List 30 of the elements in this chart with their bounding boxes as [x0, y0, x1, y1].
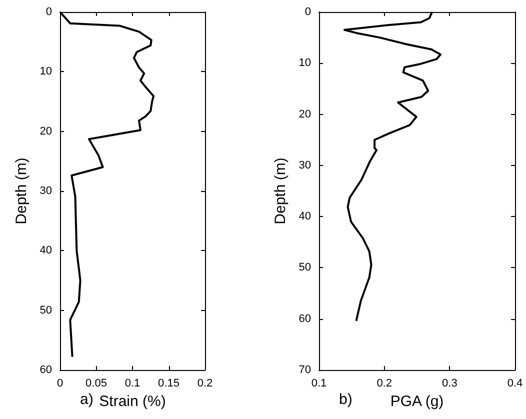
y-tick-label: 20	[298, 108, 311, 120]
y-tick-label: 30	[40, 185, 52, 197]
y-tick-label: 70	[298, 364, 311, 376]
x-axis-title: PGA (g)	[390, 393, 444, 410]
x-tick-label: 0.05	[86, 378, 107, 390]
x-tick-label: 0.1	[311, 378, 327, 390]
x-tick-label: 0.4	[507, 378, 523, 390]
text: b)	[339, 391, 352, 408]
x-axis-title: Strain (%)	[99, 393, 166, 410]
y-tick-label: 50	[298, 262, 311, 274]
y-tick-label: 50	[40, 304, 52, 316]
y-tick-label: 10	[40, 66, 52, 78]
x-tick-label: 0.1	[124, 378, 140, 390]
x-tick-label: 0.2	[376, 378, 392, 390]
y-tick-label: 10	[298, 57, 311, 70]
y-tick-label: 30	[298, 159, 311, 172]
text: a)	[80, 391, 94, 408]
y-tick-label: 0	[46, 6, 52, 18]
y-tick-label: 20	[40, 125, 52, 138]
y-tick-label: 60	[298, 312, 311, 325]
y-axis-title: Depth (m)	[272, 158, 289, 224]
y-tick-label: 40	[298, 210, 311, 223]
x-tick-label: 0.3	[442, 378, 458, 390]
y-axis-title: Depth (m)	[12, 158, 30, 224]
x-tick-label: 0.2	[197, 378, 213, 390]
y-tick-label: 0	[304, 6, 311, 18]
x-tick-label: 0	[56, 378, 64, 390]
y-tick-label: 60	[40, 364, 52, 376]
y-tick-label: 40	[40, 244, 52, 257]
x-tick-label: 0.15	[158, 378, 180, 390]
